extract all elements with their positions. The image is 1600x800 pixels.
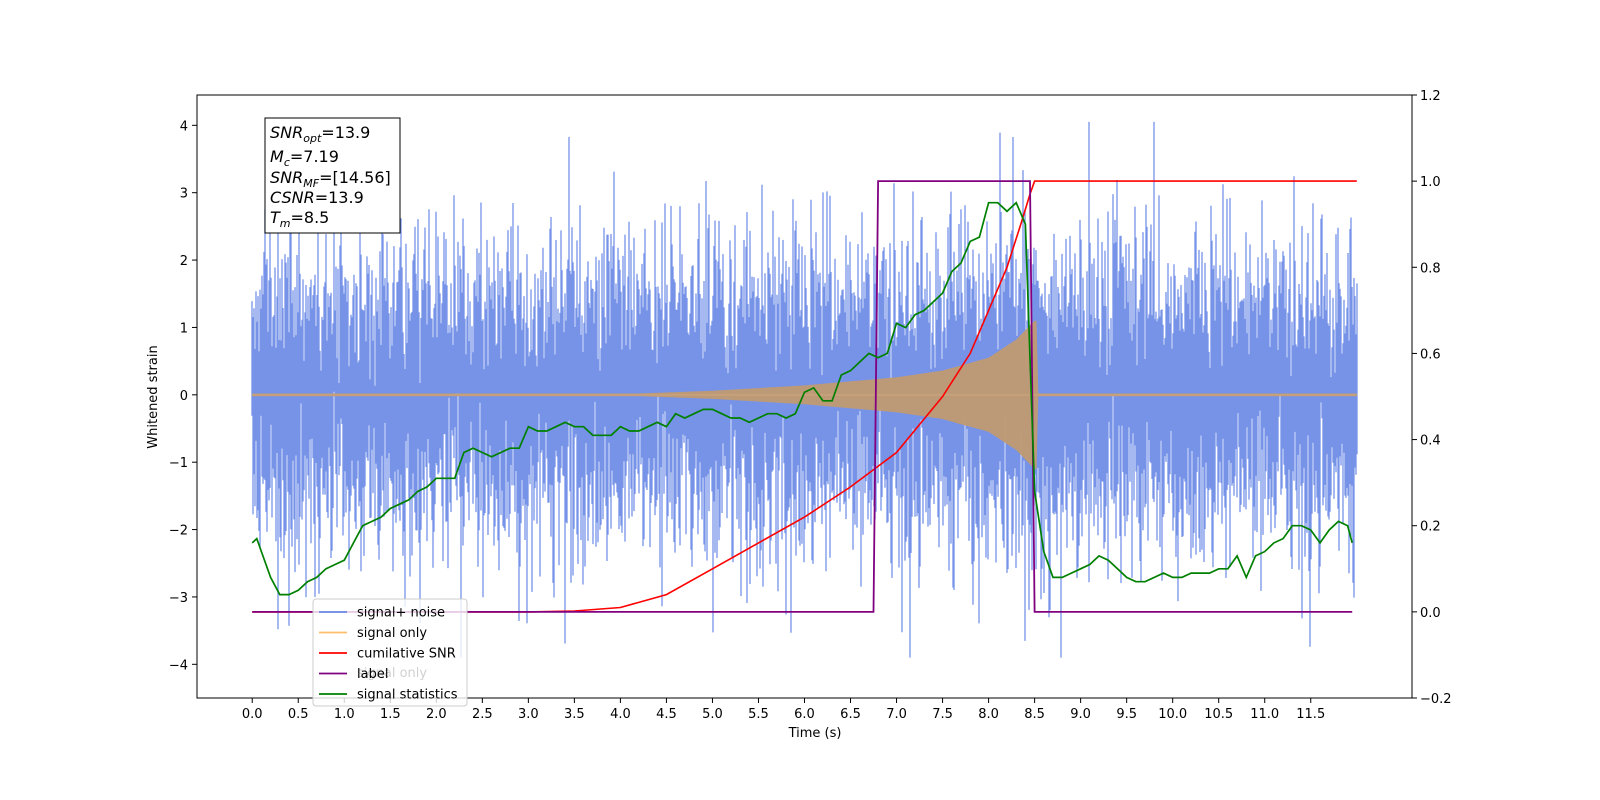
y2-tick-label: 1.0 xyxy=(1420,175,1441,190)
x-tick-label: 11.0 xyxy=(1250,707,1279,722)
x-tick-label: 2.5 xyxy=(472,707,493,722)
y-tick-label: 2 xyxy=(180,254,188,269)
x-tick-label: 2.0 xyxy=(426,707,447,722)
legend-underlying-text: signal only xyxy=(357,666,427,681)
y2-tick-label: 0.8 xyxy=(1420,261,1441,276)
y2-tick-label: 0.4 xyxy=(1420,434,1441,449)
legend-label: signal+ noise xyxy=(357,606,445,621)
annotation-line: Tm=8.5 xyxy=(270,208,329,230)
y2-tick-label: 1.2 xyxy=(1420,89,1441,104)
legend: signal only signal+ noise signal only cumi… xyxy=(312,598,468,707)
x-tick-label: 1.5 xyxy=(380,707,401,722)
x-tick-label: 0.5 xyxy=(288,707,309,722)
annotation-line: CSNR=13.9 xyxy=(270,188,364,207)
y2-tick-label: −0.2 xyxy=(1420,692,1452,707)
signal-statistics-line xyxy=(251,201,1354,596)
x-tick-label: 0.0 xyxy=(242,707,263,722)
x-tick-label: 9.0 xyxy=(1070,707,1091,722)
x-tick-label: 9.5 xyxy=(1116,707,1137,722)
plot-area xyxy=(251,121,1358,658)
y-axis-right: 1.2 1.0 0.8 0.6 0.4 0.2 0.0 −0.2 xyxy=(1412,89,1452,707)
legend-frame xyxy=(312,598,468,707)
label-line xyxy=(252,180,1353,613)
y-tick-label: −2 xyxy=(169,524,188,539)
annotation-frame xyxy=(264,117,401,234)
x-tick-label: 6.5 xyxy=(840,707,861,722)
legend-label: cumilative SNR xyxy=(357,647,456,662)
y-tick-label: 1 xyxy=(180,321,188,336)
x-tick-label: 3.0 xyxy=(518,707,539,722)
y-tick-label: 0 xyxy=(180,389,188,404)
x-tick-label: 8.5 xyxy=(1024,707,1045,722)
x-tick-label: 10.5 xyxy=(1204,707,1233,722)
annotation-line: Mc=7.19 xyxy=(270,147,339,169)
y2-tick-label: 0.6 xyxy=(1420,347,1441,362)
x-tick-label: 7.0 xyxy=(886,707,907,722)
x-tick-label: 7.5 xyxy=(932,707,953,722)
x-tick-label: 5.0 xyxy=(702,707,723,722)
legend-label: signal only xyxy=(357,626,427,641)
y2-tick-label: 0.2 xyxy=(1420,520,1441,535)
signal-statistics-series xyxy=(251,201,1354,596)
signal-only-series xyxy=(252,320,1357,469)
x-tick-label: 10.0 xyxy=(1158,707,1187,722)
x-tick-label: 4.5 xyxy=(656,707,677,722)
y-axis-title: Whitened strain xyxy=(146,345,161,448)
legend-label: label xyxy=(357,667,388,682)
annotation-box: SNRopt=13.9Mc=7.19SNRMF=[14.56]CSNR=13.9… xyxy=(264,117,401,234)
legend-entries: signal+ noise signal only cumilative SNR la… xyxy=(319,606,458,703)
x-axis: 0.0 0.5 1.0 1.5 2.0 2.5 3.0 3.5 4.0 4.5 5.0 5.5 6.0 6… xyxy=(242,698,1325,722)
legend-label: signal statistics xyxy=(357,688,458,703)
y-axis-left: 4 3 2 1 0 −1 −2 −3 −4 xyxy=(169,119,197,673)
y2-tick-label: 0.0 xyxy=(1420,606,1441,621)
x-tick-label: 11.5 xyxy=(1296,707,1325,722)
y-tick-label: −4 xyxy=(169,658,188,673)
x-tick-label: 8.0 xyxy=(978,707,999,722)
x-tick-label: 5.5 xyxy=(748,707,769,722)
y-tick-label: 3 xyxy=(180,187,188,202)
y-tick-label: 4 xyxy=(180,119,188,134)
x-tick-label: 3.5 xyxy=(564,707,585,722)
y-tick-label: −3 xyxy=(169,591,188,606)
x-tick-label: 6.0 xyxy=(794,707,815,722)
y-tick-label: −1 xyxy=(169,456,188,471)
x-tick-label: 4.0 xyxy=(610,707,631,722)
annotation-line: SNRopt=13.9 xyxy=(270,123,370,145)
x-tick-label: 1.0 xyxy=(334,707,355,722)
label-series xyxy=(252,180,1353,613)
x-axis-title: Time (s) xyxy=(788,726,842,741)
annotation-text: SNRopt=13.9Mc=7.19SNRMF=[14.56]CSNR=13.9… xyxy=(270,123,391,230)
annotation-line: SNRMF=[14.56] xyxy=(270,168,391,190)
